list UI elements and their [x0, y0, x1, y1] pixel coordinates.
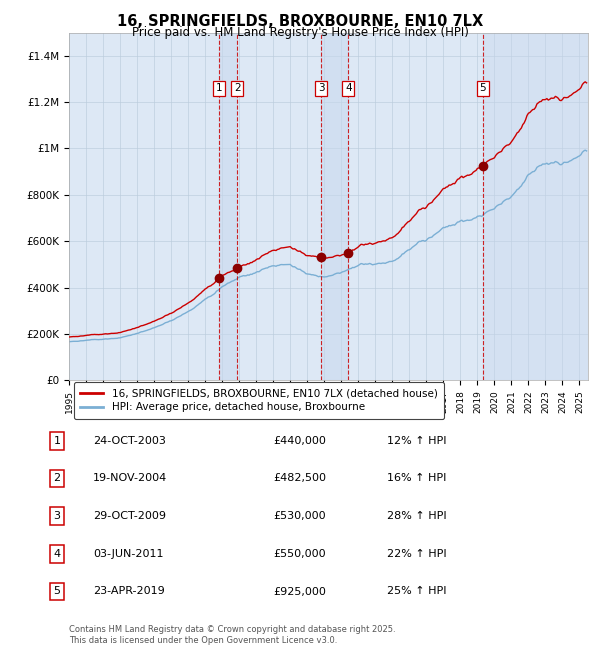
Text: 5: 5	[53, 586, 61, 597]
Text: 03-JUN-2011: 03-JUN-2011	[93, 549, 163, 559]
Text: £482,500: £482,500	[273, 473, 326, 484]
Text: 4: 4	[53, 549, 61, 559]
Text: 19-NOV-2004: 19-NOV-2004	[93, 473, 167, 484]
Text: 16, SPRINGFIELDS, BROXBOURNE, EN10 7LX: 16, SPRINGFIELDS, BROXBOURNE, EN10 7LX	[117, 14, 483, 29]
Text: 1: 1	[53, 436, 61, 446]
Text: 2: 2	[234, 83, 241, 93]
Text: 28% ↑ HPI: 28% ↑ HPI	[387, 511, 446, 521]
Text: Contains HM Land Registry data © Crown copyright and database right 2025.
This d: Contains HM Land Registry data © Crown c…	[69, 625, 395, 645]
Bar	[482, 32, 588, 380]
Text: £530,000: £530,000	[273, 511, 326, 521]
Text: 3: 3	[318, 83, 325, 93]
Text: 2: 2	[53, 473, 61, 484]
Text: £550,000: £550,000	[273, 549, 326, 559]
Text: 25% ↑ HPI: 25% ↑ HPI	[387, 586, 446, 597]
Legend: 16, SPRINGFIELDS, BROXBOURNE, EN10 7LX (detached house), HPI: Average price, det: 16, SPRINGFIELDS, BROXBOURNE, EN10 7LX (…	[74, 382, 444, 419]
Text: 23-APR-2019: 23-APR-2019	[93, 586, 165, 597]
Text: £440,000: £440,000	[273, 436, 326, 446]
Text: 29-OCT-2009: 29-OCT-2009	[93, 511, 166, 521]
Text: 3: 3	[53, 511, 61, 521]
Text: Price paid vs. HM Land Registry's House Price Index (HPI): Price paid vs. HM Land Registry's House …	[131, 26, 469, 39]
Bar	[322, 32, 349, 380]
Text: 22% ↑ HPI: 22% ↑ HPI	[387, 549, 446, 559]
Text: 5: 5	[479, 83, 486, 93]
Text: 4: 4	[345, 83, 352, 93]
Text: 1: 1	[215, 83, 222, 93]
Text: 16% ↑ HPI: 16% ↑ HPI	[387, 473, 446, 484]
Bar	[219, 32, 237, 380]
Text: 12% ↑ HPI: 12% ↑ HPI	[387, 436, 446, 446]
Text: £925,000: £925,000	[273, 586, 326, 597]
Text: 24-OCT-2003: 24-OCT-2003	[93, 436, 166, 446]
